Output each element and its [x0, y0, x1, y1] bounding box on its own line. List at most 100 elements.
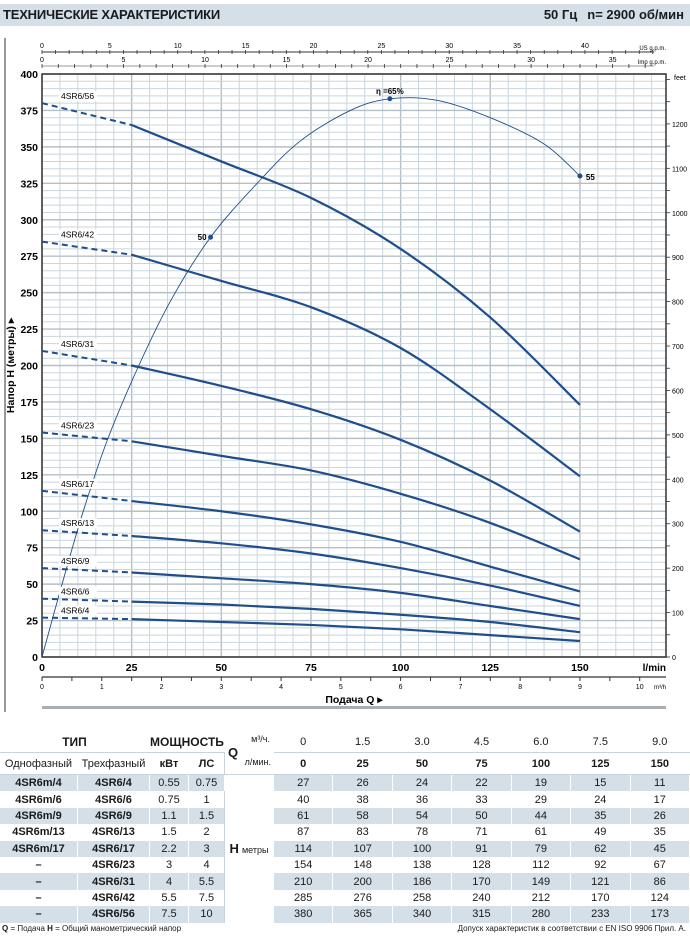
us-gpm-unit-label: US g.p.m.: [639, 46, 666, 52]
single-phase-model: –: [0, 906, 78, 923]
table-row: 4SR6m/13 4SR6/13 1.5 2 87 83 78 71 61 49 35: [0, 824, 690, 841]
curve-label: 4SR6/9: [61, 556, 90, 566]
power-hp: 3: [188, 840, 225, 857]
head-curve: [131, 123, 581, 406]
head-value: 276: [332, 889, 393, 907]
feet-unit-label: feet: [674, 75, 686, 82]
feet-tick-label: 0: [672, 655, 676, 662]
head-value: 44: [510, 807, 572, 825]
h-unit: метры: [241, 845, 269, 856]
three-phase-model: 4SR6/9: [77, 807, 150, 825]
imp-gpm-tick-label: 30: [527, 57, 535, 64]
curve-label: 4SR6/13: [61, 518, 94, 528]
power-hp: 1: [188, 791, 225, 808]
table-row: –4SR6/23 3 4 154 148 138 128 112 92 67: [0, 856, 690, 874]
head-value: 45: [629, 840, 690, 857]
head-value: 62: [570, 840, 631, 857]
head-curve-dashed: [41, 240, 132, 256]
head-value: 100: [391, 840, 453, 857]
power-kw: 4: [149, 873, 189, 890]
legend-q: Q: [2, 924, 9, 933]
head-value: 128: [451, 856, 512, 874]
head-value: 380: [272, 906, 334, 923]
three-phase-model: 4SR6/23: [77, 856, 150, 874]
power-kw: 5.5: [149, 889, 189, 907]
curve-label-bg: [59, 338, 97, 349]
head-value: 38: [332, 791, 393, 808]
power-hp: 7.5: [188, 889, 225, 907]
y-tick-label: 125: [20, 470, 38, 482]
m3h-tick-label: 3: [219, 684, 223, 691]
head-curve-dashed: [41, 489, 132, 503]
y-tick-label: 250: [20, 288, 38, 300]
three-phase-model: 4SR6/4: [77, 774, 150, 792]
power-hp: 2: [188, 824, 225, 841]
us-gpm-tick-label: 35: [513, 43, 521, 50]
head-value: 87: [272, 824, 334, 841]
head-value: 114: [272, 840, 334, 857]
us-gpm-tick-label: 40: [581, 43, 589, 50]
legend-h-text: = Общий манометрический напор: [52, 924, 182, 933]
curve-label-bg: [59, 478, 97, 489]
q-lmin-value: 150: [629, 752, 690, 775]
curve-label: 4SR6/17: [61, 479, 94, 489]
head-value: 240: [451, 889, 512, 907]
head-value: 24: [391, 774, 453, 792]
head-curve-dashed: [41, 431, 132, 443]
us-gpm-tick-label: 20: [310, 43, 318, 50]
head-value: 200: [332, 873, 393, 890]
head-curve: [131, 534, 581, 608]
power-hp: 5.5: [188, 873, 225, 890]
h-symbol: H: [229, 841, 239, 857]
single-phase-header: Однофазный: [0, 752, 78, 775]
x-tick-label: 0: [39, 662, 45, 674]
three-phase-model: 4SR6/56: [77, 906, 150, 923]
curve-label-bg: [59, 91, 97, 102]
m3h-tick-label: 5: [339, 684, 343, 691]
three-phase-model: 4SR6/13: [77, 824, 150, 841]
efficiency-marker: [208, 234, 214, 240]
head-value: 121: [570, 873, 631, 890]
feet-tick-label: 600: [672, 388, 684, 395]
imp-gpm-tick-label: 20: [364, 57, 372, 64]
head-value: 258: [391, 889, 453, 907]
q-unit-lmin: л/мин.: [244, 757, 271, 767]
head-curve-dashed: [41, 102, 132, 126]
curve-label: 4SR6/23: [61, 421, 94, 431]
head-curve: [131, 364, 581, 533]
single-phase-model: –: [0, 889, 78, 907]
head-value: 154: [272, 856, 334, 874]
y-tick-label: 75: [26, 543, 38, 555]
head-curve: [131, 618, 581, 643]
efficiency-label: η =65%: [376, 87, 404, 96]
head-value: 61: [272, 807, 334, 825]
head-value: 91: [451, 840, 512, 857]
head-value: 365: [332, 906, 393, 923]
head-value: 112: [510, 856, 572, 874]
m3h-tick-label: 9: [578, 684, 582, 691]
imp-gpm-tick-label: 5: [122, 57, 126, 64]
head-value: 17: [629, 791, 690, 808]
m3h-unit-label: m³/h: [654, 685, 666, 691]
us-gpm-tick-label: 5: [108, 43, 112, 50]
power-kw: 7.5: [149, 906, 189, 923]
q-m3h-value: 7.5: [570, 731, 631, 753]
single-phase-model: 4SR6m/13: [0, 824, 78, 841]
head-value: 170: [451, 873, 512, 890]
head-value: 149: [510, 873, 572, 890]
head-value: 148: [332, 856, 393, 874]
curve-label-bg: [59, 229, 97, 240]
head-value: 36: [391, 791, 453, 808]
y-tick-label: 400: [20, 69, 38, 81]
x-unit-label: l/min: [643, 663, 666, 674]
y-axis-label: Напор H (метры) ▸: [5, 317, 17, 413]
q-lmin-value: 100: [510, 752, 572, 775]
footer-legend: Q = Подача H = Общий манометрический нап…: [2, 924, 181, 933]
power-hp: 0.75: [188, 774, 225, 792]
speed: n= 2900 об/мин: [587, 7, 684, 22]
single-phase-model: –: [0, 873, 78, 890]
y-tick-label: 100: [20, 506, 38, 518]
m3h-tick-label: 7: [458, 684, 462, 691]
y-tick-label: 150: [20, 433, 38, 445]
y-tick-label: 375: [20, 105, 38, 117]
